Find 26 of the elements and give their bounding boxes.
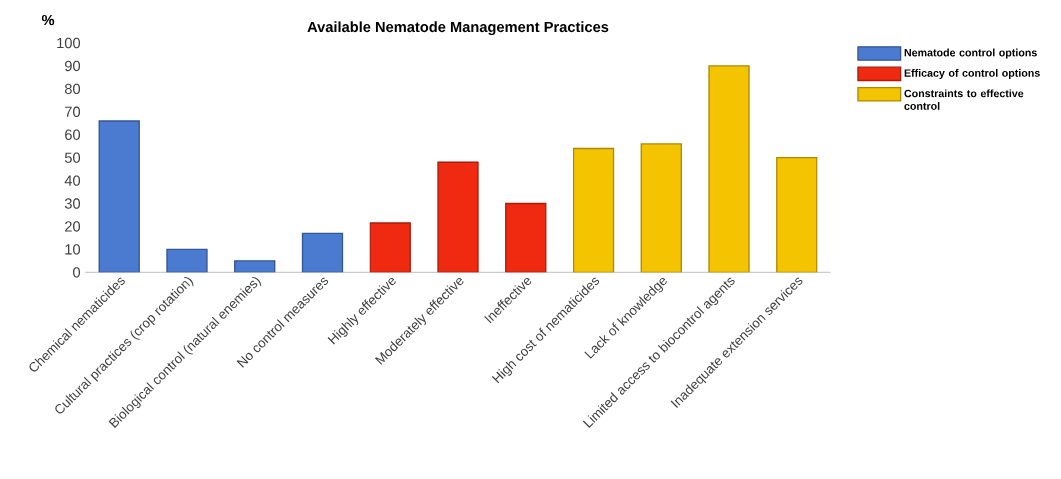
y-tick-label: 0	[73, 267, 81, 278]
bar	[166, 248, 208, 273]
bar	[572, 147, 615, 273]
y-tick-label: 60	[65, 129, 81, 140]
y-tick-label: 90	[65, 60, 81, 72]
y-tick-label: 70	[65, 106, 81, 117]
y-tick-label: 20	[65, 221, 81, 232]
y-tick-label: 30	[64, 198, 81, 209]
bar	[98, 120, 140, 273]
bar	[776, 157, 818, 273]
bar	[437, 161, 479, 273]
legend-label: Nematode control options	[904, 48, 1037, 59]
bar	[301, 232, 344, 273]
legend-label: Efficacy of control options	[904, 68, 1040, 79]
y-tick-label: 50	[64, 152, 81, 163]
y-tick-label: 40	[64, 175, 81, 186]
bar	[640, 143, 682, 273]
bar	[369, 222, 411, 273]
y-axis-title: %	[41, 14, 55, 26]
bar	[505, 202, 547, 273]
bar	[708, 65, 750, 273]
y-tick-label: 80	[64, 83, 81, 95]
chart-title: Available Nematode Management Practices	[307, 21, 609, 36]
y-tick-label: 10	[65, 244, 81, 255]
legend-label: Constraints to effective control	[904, 89, 1024, 110]
y-tick-label: 100	[57, 37, 81, 49]
